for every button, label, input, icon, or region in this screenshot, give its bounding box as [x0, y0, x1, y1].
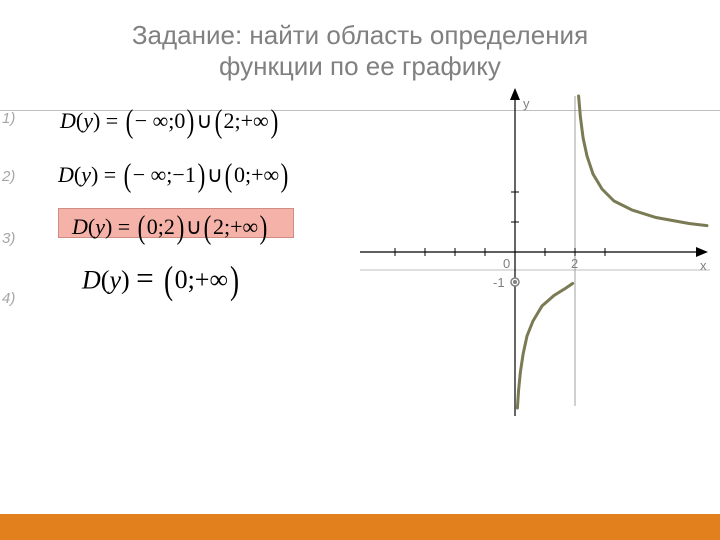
title-line-2: функции по ее графику	[0, 51, 720, 82]
formula-3: D(y) = (0;2)∪(2;+∞)	[72, 210, 269, 247]
svg-text:2: 2	[571, 256, 578, 271]
option-number-3: 3)	[2, 230, 15, 247]
title-line-1: Задание: найти область определения	[0, 20, 720, 51]
footer-bar	[0, 514, 720, 540]
svg-text:0: 0	[503, 256, 510, 271]
option-number-4: 4)	[2, 290, 15, 307]
svg-text:y: y	[523, 96, 530, 111]
option-number-2: 2)	[2, 168, 15, 185]
svg-text:-1: -1	[493, 275, 505, 290]
function-graph: y x 0 2 -1	[360, 86, 710, 416]
option-number-1: 1)	[2, 110, 15, 127]
formula-4: D(y) = (0;+∞)	[82, 258, 241, 303]
svg-text:x: x	[700, 258, 707, 273]
page-title: Задание: найти область определения функц…	[0, 0, 720, 82]
formula-2: D(y) = (− ∞;−1)∪(0;+∞)	[58, 158, 290, 195]
formula-1: D(y) = (− ∞;0)∪(2;+∞)	[60, 104, 280, 141]
